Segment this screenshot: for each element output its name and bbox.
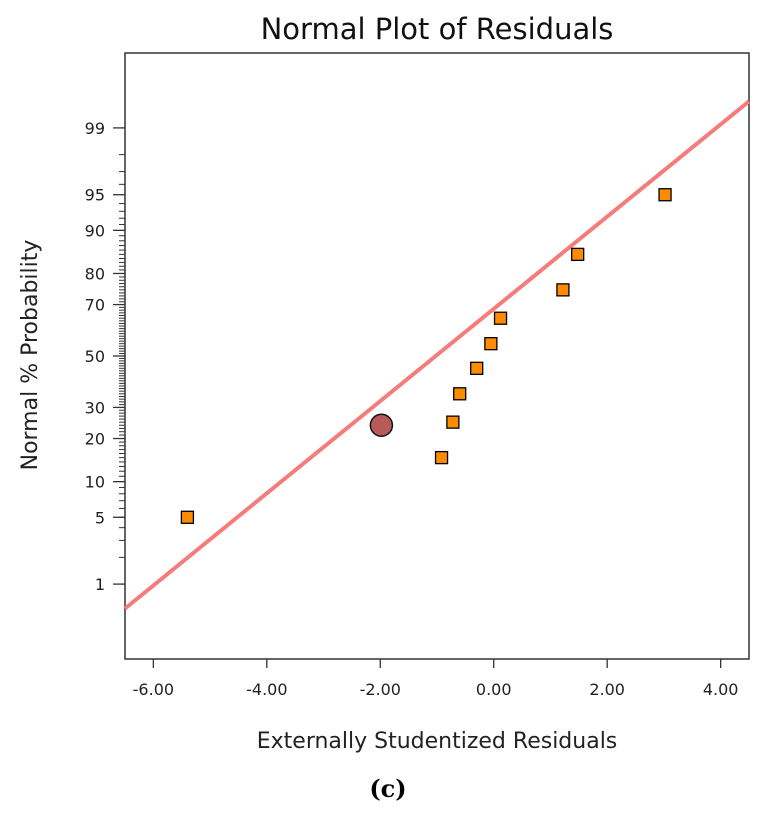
data-point (484, 337, 498, 351)
x-tick-label: 4.00 (703, 680, 739, 699)
y-tick-label: 5 (95, 508, 105, 527)
x-tick-label: 0.00 (476, 680, 512, 699)
data-point (434, 450, 449, 465)
y-tick-label: 95 (85, 186, 105, 205)
y-tick-label: 70 (85, 296, 105, 315)
data-point (180, 510, 195, 524)
y-axis: 1 5 10 20 30 50 70 80 90 95 99 (85, 119, 125, 594)
data-point (493, 311, 508, 325)
x-axis: -6.00 -4.00 -2.00 0.00 2.00 4.00 (133, 659, 739, 699)
x-axis-label: Externally Studentized Residuals (257, 729, 618, 754)
y-tick-label: 20 (85, 430, 105, 449)
x-tick-label: -2.00 (360, 680, 401, 699)
x-tick-label: -6.00 (133, 680, 174, 699)
data-point (470, 361, 484, 375)
data-point (658, 188, 672, 202)
y-tick-label: 30 (85, 398, 105, 417)
y-tick-label: 80 (85, 264, 105, 283)
y-tick-label: 99 (85, 119, 105, 138)
fit-line (123, 99, 751, 611)
y-tick-label: 50 (85, 347, 105, 366)
data-point (556, 283, 570, 297)
data-point (453, 387, 467, 401)
x-tick-label: -4.00 (246, 680, 287, 699)
figure-caption: (c) (369, 774, 406, 803)
x-tick-label: 2.00 (589, 680, 625, 699)
y-tick-label: 10 (85, 473, 105, 492)
data-points (180, 188, 672, 524)
data-point (571, 247, 585, 262)
highlighted-point[interactable] (369, 413, 394, 438)
y-axis-label: Normal % Probability (18, 240, 43, 471)
y-tick-label: 90 (85, 221, 105, 240)
data-point (446, 415, 460, 429)
y-tick-label: 1 (95, 575, 105, 594)
chart-title: Normal Plot of Residuals (261, 12, 614, 46)
